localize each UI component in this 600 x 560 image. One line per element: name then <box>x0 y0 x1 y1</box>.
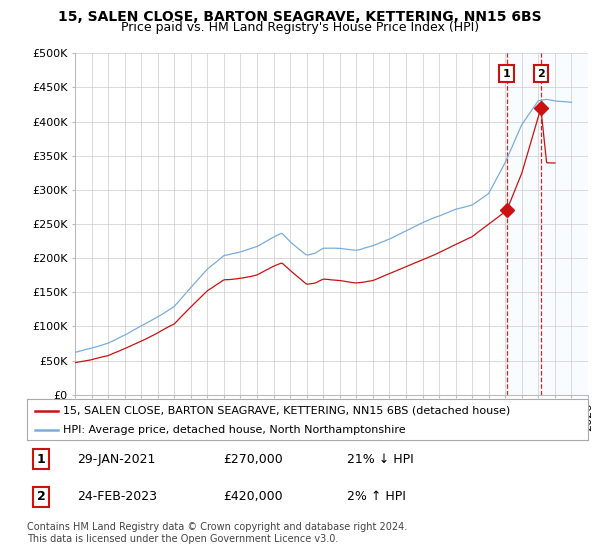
Text: 1: 1 <box>503 69 511 79</box>
Text: 15, SALEN CLOSE, BARTON SEAGRAVE, KETTERING, NN15 6BS (detached house): 15, SALEN CLOSE, BARTON SEAGRAVE, KETTER… <box>64 405 511 416</box>
Text: Price paid vs. HM Land Registry's House Price Index (HPI): Price paid vs. HM Land Registry's House … <box>121 21 479 34</box>
Text: Contains HM Land Registry data © Crown copyright and database right 2024.
This d: Contains HM Land Registry data © Crown c… <box>27 522 407 544</box>
Text: 29-JAN-2021: 29-JAN-2021 <box>77 452 156 465</box>
Text: 15, SALEN CLOSE, BARTON SEAGRAVE, KETTERING, NN15 6BS: 15, SALEN CLOSE, BARTON SEAGRAVE, KETTER… <box>58 10 542 24</box>
Text: £420,000: £420,000 <box>223 491 283 503</box>
Text: HPI: Average price, detached house, North Northamptonshire: HPI: Average price, detached house, Nort… <box>64 424 406 435</box>
Text: 2: 2 <box>37 491 46 503</box>
Text: £270,000: £270,000 <box>223 452 283 465</box>
Bar <box>506 53 588 395</box>
Text: 24-FEB-2023: 24-FEB-2023 <box>77 491 157 503</box>
Text: 2: 2 <box>537 69 545 79</box>
Text: 1: 1 <box>37 452 46 465</box>
Text: 2% ↑ HPI: 2% ↑ HPI <box>347 491 406 503</box>
Text: 21% ↓ HPI: 21% ↓ HPI <box>347 452 413 465</box>
